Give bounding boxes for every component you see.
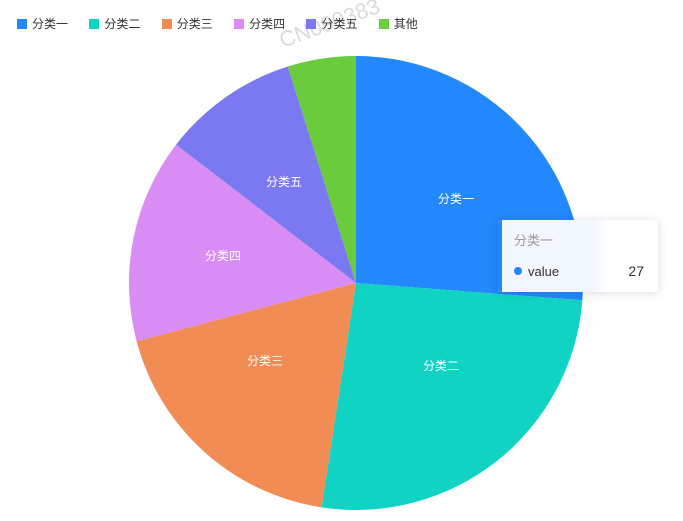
svg-text:分类一: 分类一 [438, 192, 474, 206]
svg-text:分类四: 分类四 [205, 249, 241, 263]
svg-text:分类二: 分类二 [423, 359, 459, 373]
svg-text:分类三: 分类三 [247, 354, 283, 368]
svg-text:分类五: 分类五 [266, 175, 302, 189]
